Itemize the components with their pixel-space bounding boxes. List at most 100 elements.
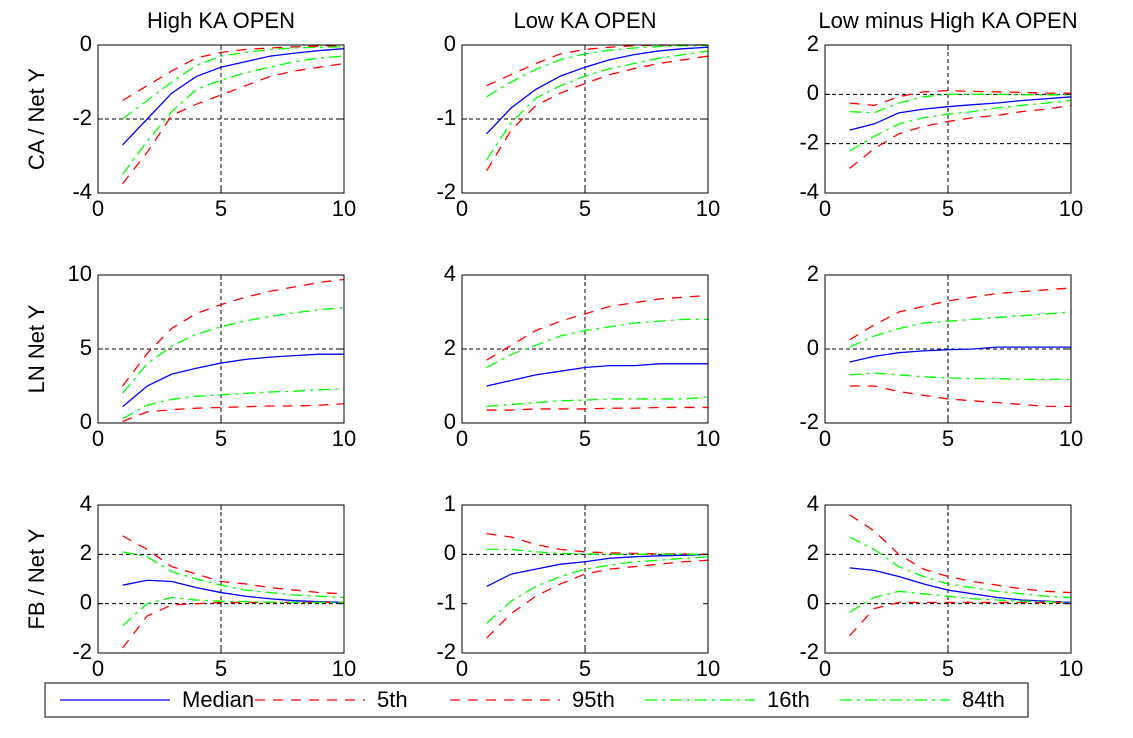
- y-tick-label: -2: [799, 129, 819, 154]
- x-tick-label: 5: [579, 426, 591, 451]
- y-tick-label: 0: [807, 589, 819, 614]
- x-tick-label: 0: [819, 656, 831, 681]
- y-tick-label: 5: [80, 335, 92, 360]
- series-line: [122, 388, 345, 420]
- series-line: [122, 48, 345, 146]
- legend-label: 84th: [962, 687, 1005, 712]
- y-tick-label: 2: [807, 31, 819, 56]
- y-tick-label: 2: [807, 261, 819, 286]
- x-tick-label: 10: [332, 656, 356, 681]
- y-tick-label: -2: [436, 639, 456, 664]
- series-line: [122, 62, 345, 185]
- series-line: [122, 551, 345, 599]
- y-tick-label: 1: [444, 491, 456, 516]
- y-tick-label: -4: [72, 179, 92, 204]
- series-line: [486, 556, 709, 624]
- y-tick-label: -1: [436, 105, 456, 130]
- series-line: [849, 96, 1072, 131]
- x-tick-label: 5: [942, 426, 954, 451]
- x-tick-label: 10: [696, 426, 720, 451]
- x-tick-label: 5: [579, 656, 591, 681]
- series-line: [849, 385, 1071, 408]
- y-tick-label: 4: [807, 491, 819, 516]
- series-line: [486, 559, 709, 639]
- x-tick-label: 5: [215, 196, 227, 221]
- x-tick-label: 10: [696, 196, 720, 221]
- x-tick-label: 0: [456, 196, 468, 221]
- series-line: [122, 306, 345, 394]
- x-tick-label: 0: [92, 426, 104, 451]
- series-line: [486, 396, 709, 407]
- y-tick-label: -2: [72, 639, 92, 664]
- y-tick-label: -2: [72, 105, 92, 130]
- y-tick-label: 4: [80, 491, 92, 516]
- series-line: [486, 406, 708, 411]
- y-tick-label: 2: [80, 540, 92, 565]
- series-line: [849, 590, 1072, 613]
- y-tick-label: 0: [444, 409, 456, 434]
- legend-label: 5th: [377, 687, 408, 712]
- series-line: [849, 99, 1072, 152]
- x-tick-label: 0: [456, 656, 468, 681]
- y-tick-label: 10: [68, 261, 92, 286]
- x-tick-label: 10: [1059, 426, 1083, 451]
- series-line: [122, 579, 345, 604]
- subplot-title: Low minus High KA OPEN: [818, 8, 1077, 33]
- y-axis-label: LN Net Y: [24, 304, 49, 393]
- y-tick-label: 2: [807, 540, 819, 565]
- x-tick-label: 5: [215, 656, 227, 681]
- y-tick-label: 0: [80, 31, 92, 56]
- y-tick-label: -2: [799, 409, 819, 434]
- series-line: [486, 548, 708, 555]
- series-line: [849, 346, 1071, 363]
- legend-label: Median: [182, 687, 254, 712]
- series-line: [849, 601, 1071, 637]
- series-line: [122, 535, 345, 595]
- series-line: [122, 278, 345, 387]
- x-tick-label: 5: [942, 196, 954, 221]
- y-tick-label: 0: [807, 80, 819, 105]
- x-tick-label: 5: [942, 656, 954, 681]
- x-tick-label: 0: [92, 656, 104, 681]
- y-tick-label: 0: [444, 540, 456, 565]
- y-axis-label: FB / Net Y: [24, 528, 49, 629]
- x-tick-label: 0: [819, 196, 831, 221]
- series-line: [486, 294, 709, 361]
- series-line: [849, 104, 1072, 169]
- legend-label: 95th: [572, 687, 615, 712]
- series-line: [122, 353, 344, 408]
- series-line: [122, 596, 344, 627]
- x-tick-label: 10: [696, 656, 720, 681]
- legend-box: [44, 682, 1029, 718]
- x-tick-label: 0: [456, 426, 468, 451]
- x-tick-label: 0: [819, 426, 831, 451]
- series-line: [849, 311, 1072, 348]
- y-tick-label: 0: [80, 409, 92, 434]
- x-tick-label: 10: [1059, 196, 1083, 221]
- series-line: [849, 514, 1072, 594]
- series-line: [486, 532, 709, 555]
- x-tick-label: 5: [215, 426, 227, 451]
- subplot-title: Low KA OPEN: [513, 8, 656, 33]
- x-tick-label: 5: [579, 196, 591, 221]
- series-line: [849, 536, 1072, 599]
- series-line: [486, 45, 708, 98]
- series-line: [122, 46, 345, 120]
- series-line: [486, 553, 709, 587]
- x-tick-label: 0: [92, 196, 104, 221]
- y-tick-label: -2: [799, 639, 819, 664]
- y-tick-label: 0: [807, 335, 819, 360]
- y-tick-label: 2: [444, 335, 456, 360]
- y-tick-label: 0: [80, 589, 92, 614]
- x-tick-label: 10: [1059, 656, 1083, 681]
- y-tick-label: 0: [444, 31, 456, 56]
- series-line: [122, 403, 345, 423]
- series-line: [849, 287, 1072, 341]
- y-tick-label: -4: [799, 179, 819, 204]
- series-line: [849, 372, 1071, 380]
- series-line: [486, 318, 708, 369]
- series-line: [849, 89, 1071, 107]
- legend-label: 16th: [767, 687, 810, 712]
